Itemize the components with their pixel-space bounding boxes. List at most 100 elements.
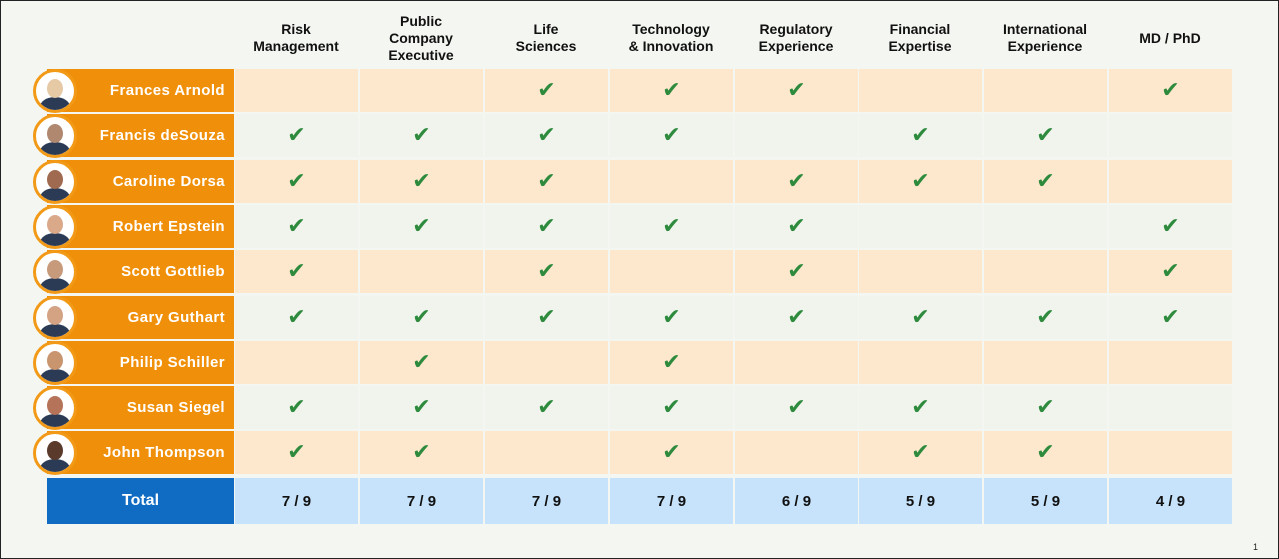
check-icon: ✔ [485, 250, 608, 294]
director-name: Francis deSouza [47, 114, 234, 158]
avatar [33, 431, 77, 476]
check-icon: ✔ [235, 204, 358, 248]
director-name: John Thompson [47, 431, 234, 475]
column-header: MD / PhD [1139, 29, 1201, 46]
empty-cell [1109, 159, 1232, 203]
avatar [33, 114, 77, 159]
column-header: International Experience [1002, 21, 1087, 54]
check-icon: ✔ [1109, 250, 1232, 294]
check-icon: ✔ [610, 69, 733, 112]
check-icon: ✔ [485, 386, 608, 430]
check-icon: ✔ [485, 69, 608, 112]
check-icon: ✔ [485, 204, 608, 248]
empty-cell [485, 340, 608, 384]
table-row: Frances Arnold ✔ ✔ ✔ ✔ [1, 69, 1233, 113]
check-icon: ✔ [360, 114, 483, 158]
check-icon: ✔ [1109, 204, 1232, 248]
avatar [33, 204, 77, 249]
check-icon: ✔ [859, 431, 982, 475]
director-name: Susan Siegel [47, 386, 234, 430]
empty-cell [235, 340, 358, 384]
check-icon: ✔ [235, 295, 358, 339]
check-icon: ✔ [984, 114, 1107, 158]
total-cell: 5 / 9 [859, 478, 982, 524]
check-icon: ✔ [360, 295, 483, 339]
check-icon: ✔ [235, 250, 358, 294]
check-icon: ✔ [735, 69, 858, 112]
check-icon: ✔ [859, 295, 982, 339]
avatar [33, 250, 77, 295]
empty-cell [360, 250, 483, 294]
avatar [33, 295, 77, 340]
check-icon: ✔ [235, 114, 358, 158]
column-header: Life Sciences [515, 21, 577, 54]
total-label: Total [47, 478, 234, 524]
check-icon: ✔ [984, 431, 1107, 475]
total-cell: 7 / 9 [360, 478, 483, 524]
empty-cell [735, 431, 858, 475]
check-icon: ✔ [485, 295, 608, 339]
empty-cell [984, 340, 1107, 384]
empty-cell [735, 114, 858, 158]
check-icon: ✔ [735, 159, 858, 203]
check-icon: ✔ [360, 340, 483, 384]
director-name: Caroline Dorsa [47, 159, 234, 203]
check-icon: ✔ [485, 159, 608, 203]
check-icon: ✔ [610, 340, 733, 384]
check-icon: ✔ [984, 159, 1107, 203]
check-icon: ✔ [360, 386, 483, 430]
director-name: Scott Gottlieb [47, 250, 234, 294]
column-header: Public Company Executive [388, 12, 454, 63]
column-header: Risk Management [253, 21, 339, 54]
total-cell: 7 / 9 [485, 478, 608, 524]
check-icon: ✔ [735, 250, 858, 294]
check-icon: ✔ [984, 386, 1107, 430]
check-icon: ✔ [360, 159, 483, 203]
check-icon: ✔ [1109, 295, 1232, 339]
empty-cell [1109, 114, 1232, 158]
check-icon: ✔ [984, 295, 1107, 339]
table-row: Francis deSouza ✔ ✔ ✔ ✔ ✔ ✔ [1, 114, 1233, 159]
table-row: Robert Epstein ✔ ✔ ✔ ✔ ✔ ✔ [1, 204, 1233, 249]
check-icon: ✔ [235, 386, 358, 430]
page-number: 1 [1252, 542, 1258, 552]
total-cell: 6 / 9 [735, 478, 858, 524]
empty-cell [485, 431, 608, 475]
check-icon: ✔ [610, 386, 733, 430]
check-icon: ✔ [485, 114, 608, 158]
column-header: Regulatory Experience [758, 21, 834, 54]
check-icon: ✔ [360, 431, 483, 475]
total-cell: 5 / 9 [984, 478, 1107, 524]
total-cell: 7 / 9 [610, 478, 733, 524]
avatar [33, 69, 77, 113]
avatar [33, 386, 77, 431]
check-icon: ✔ [735, 295, 858, 339]
empty-cell [984, 250, 1107, 294]
director-name: Frances Arnold [47, 69, 234, 112]
check-icon: ✔ [735, 386, 858, 430]
table-row: Philip Schiller ✔ ✔ [1, 340, 1233, 385]
empty-cell [735, 340, 858, 384]
director-name: Robert Epstein [47, 204, 234, 248]
table-row: John Thompson ✔ ✔ ✔ ✔ ✔ [1, 431, 1233, 476]
check-icon: ✔ [610, 204, 733, 248]
check-icon: ✔ [360, 204, 483, 248]
director-name: Gary Guthart [47, 295, 234, 339]
check-icon: ✔ [1109, 69, 1232, 112]
empty-cell [235, 69, 358, 112]
check-icon: ✔ [859, 114, 982, 158]
check-icon: ✔ [235, 159, 358, 203]
empty-cell [610, 250, 733, 294]
empty-cell [859, 340, 982, 384]
empty-cell [859, 250, 982, 294]
check-icon: ✔ [610, 114, 733, 158]
director-name: Philip Schiller [47, 340, 234, 384]
empty-cell [610, 159, 733, 203]
check-icon: ✔ [859, 159, 982, 203]
avatar [33, 159, 77, 204]
empty-cell [1109, 431, 1232, 475]
check-icon: ✔ [610, 431, 733, 475]
check-icon: ✔ [610, 295, 733, 339]
avatar [33, 340, 77, 385]
